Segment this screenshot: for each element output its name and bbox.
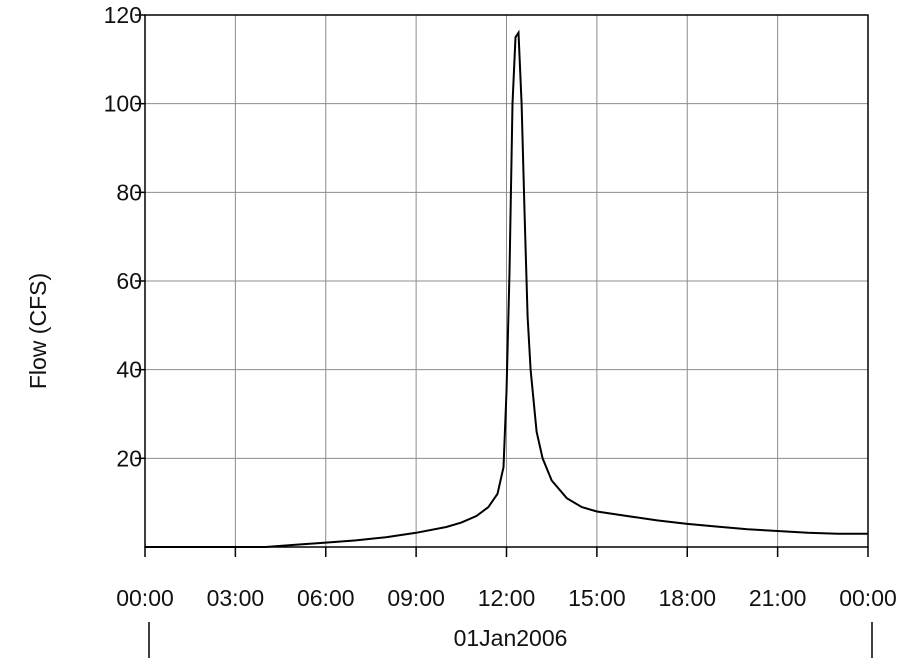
date-label: 01Jan2006: [454, 625, 568, 651]
y-tick-label: 80: [116, 179, 142, 205]
x-tick-label: 09:00: [387, 585, 445, 611]
grid-lines: [145, 15, 868, 547]
y-tick-label: 20: [116, 445, 142, 471]
x-axis-ticks: 00:00 03:00 06:00 09:00 12:00 15:00 18:00 21:00…: [116, 547, 897, 611]
y-axis-ticks: 20 40 60 80 100 120: [104, 2, 145, 471]
x-tick-label: 12:00: [478, 585, 536, 611]
x-tick-label: 00:00: [116, 585, 174, 611]
y-tick-label: 40: [116, 357, 142, 383]
y-axis-title: Flow (CFS): [25, 273, 51, 389]
x-tick-label: 21:00: [749, 585, 807, 611]
x-tick-label: 06:00: [297, 585, 355, 611]
x-tick-label: 18:00: [658, 585, 716, 611]
x-tick-label: 03:00: [207, 585, 265, 611]
y-tick-label: 120: [104, 2, 142, 28]
y-tick-label: 60: [116, 268, 142, 294]
x-tick-label: 15:00: [568, 585, 626, 611]
x-tick-label: 00:00: [839, 585, 897, 611]
series-line-flow: [145, 29, 868, 548]
y-tick-label: 100: [104, 91, 142, 117]
